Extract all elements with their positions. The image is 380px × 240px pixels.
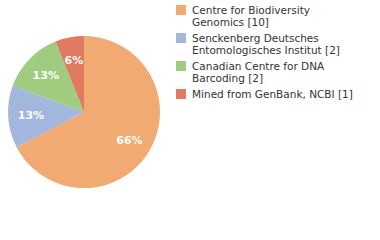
legend-swatch: [176, 33, 186, 43]
legend-item: Centre for Biodiversity Genomics [10]: [176, 4, 356, 28]
legend: Centre for Biodiversity Genomics [10] Sen…: [176, 4, 356, 104]
legend-item: Mined from GenBank, NCBI [1]: [176, 88, 356, 100]
data-label: 13%: [18, 109, 44, 122]
legend-label: Mined from GenBank, NCBI [1]: [192, 88, 353, 100]
legend-swatch: [176, 89, 186, 99]
legend-item: Senckenberg Deutsches Entomologisches In…: [176, 32, 356, 56]
legend-label: Senckenberg Deutsches Entomologisches In…: [192, 32, 340, 56]
legend-swatch: [176, 61, 186, 71]
slice: [55, 36, 84, 112]
legend-item: Canadian Centre for DNA Barcoding [2]: [176, 60, 356, 84]
chart: 66% 13% 13% 6% Centre for Biodiversity Geno…: [0, 0, 380, 240]
legend-label: Centre for Biodiversity Genomics [10]: [192, 4, 310, 28]
pie-canvas: 66% 13% 13% 6%: [0, 0, 380, 240]
data-label: 13%: [33, 69, 59, 82]
data-label: 66%: [116, 134, 142, 147]
legend-swatch: [176, 5, 186, 15]
data-label: 6%: [64, 54, 83, 67]
slices: [8, 36, 160, 188]
data-labels: 66% 13% 13% 6%: [18, 54, 143, 147]
legend-label: Canadian Centre for DNA Barcoding [2]: [192, 60, 324, 84]
